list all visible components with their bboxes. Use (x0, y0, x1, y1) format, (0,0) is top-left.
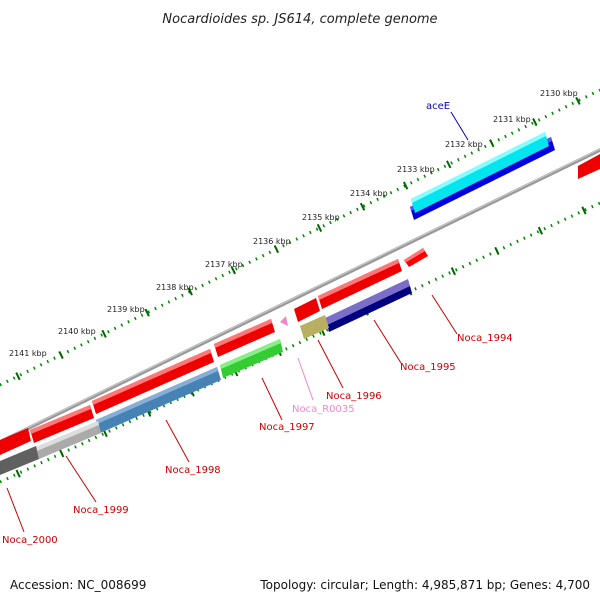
gene-c-shape (214, 319, 275, 357)
gene-label-noca-r0035[interactable]: Noca_R0035 (292, 404, 355, 415)
tick-label: 2133 kbp (397, 165, 435, 174)
major-tick (581, 206, 587, 215)
rna-noca-r0035-shape (280, 316, 288, 326)
gene-label-noca1997[interactable]: Noca_1997 (259, 422, 315, 433)
map-title: Nocardioides sp. JS614, complete genome (162, 12, 437, 27)
gene-right-edge-shape (578, 154, 600, 179)
gene-label-acee[interactable]: aceE (426, 101, 450, 112)
major-tick (446, 160, 452, 169)
blast-navy-shape (327, 286, 412, 332)
major-tick (316, 223, 323, 232)
blast-steel-shape (96, 367, 221, 433)
major-tick (450, 267, 456, 276)
tick-label: 2138 kbp (156, 283, 194, 292)
major-tick (575, 96, 581, 105)
major-tick (537, 226, 544, 235)
major-tick (58, 350, 64, 360)
tick-label: 2132 kbp (445, 140, 483, 149)
major-tick (144, 308, 150, 317)
major-tick (15, 372, 21, 381)
major-tick (532, 118, 538, 127)
major-tick (187, 287, 193, 296)
tick-label: 2130 kbp (540, 89, 578, 98)
major-tick (494, 246, 500, 255)
gene-labels: aceE Noca_1994 Noca_1995 Noca_1996 Noca_… (2, 101, 513, 546)
major-tick (402, 181, 409, 190)
gene-e-shape (30, 405, 94, 443)
tick-label: 2136 kbp (253, 237, 291, 246)
gene-leader-lines (6, 111, 469, 533)
blast-purple-shape (325, 279, 410, 325)
gene-b-shape (294, 298, 320, 322)
gene-label-noca1999[interactable]: Noca_1999 (73, 505, 129, 516)
major-tick (15, 469, 21, 478)
tick-label: 2137 kbp (205, 260, 243, 269)
gene-d-shape (92, 349, 214, 414)
major-tick (489, 139, 495, 148)
gene-label-noca2000[interactable]: Noca_2000 (2, 535, 58, 546)
reverse-features (0, 279, 412, 475)
gene-label-noca1998[interactable]: Noca_1998 (165, 465, 221, 476)
blast-olive-shape (300, 315, 329, 339)
topology-summary: Topology: circular; Length: 4,985,871 bp… (260, 578, 590, 592)
tick-label: 2140 kbp (58, 327, 96, 336)
major-tick (230, 266, 236, 275)
tick-label: 2131 kbp (493, 115, 531, 124)
tick-label: 2139 kbp (107, 305, 145, 314)
acee-cyan-track (411, 132, 549, 213)
gene-label-noca1994[interactable]: Noca_1994 (457, 333, 513, 344)
tick-labels: 2130 kbp 2131 kbp 2132 kbp 2133 kbp 2134… (9, 89, 578, 358)
major-tick (273, 245, 280, 254)
tick-label: 2141 kbp (9, 349, 47, 358)
major-tick (359, 202, 366, 211)
major-tick (59, 449, 65, 458)
gene-a-shape (318, 259, 402, 309)
blast-dark-shape (0, 446, 39, 475)
accession-text: Accession: NC_008699 (10, 578, 147, 592)
major-tick (101, 329, 107, 338)
tick-label: 2135 kbp (302, 213, 340, 222)
gene-label-noca1995[interactable]: Noca_1995 (400, 362, 456, 373)
gene-label-noca1996[interactable]: Noca_1996 (326, 391, 382, 402)
genome-backbone (0, 148, 600, 444)
tick-label: 2134 kbp (350, 189, 388, 198)
gene-f-shape (0, 428, 31, 455)
inner-tick-ring (0, 201, 600, 484)
